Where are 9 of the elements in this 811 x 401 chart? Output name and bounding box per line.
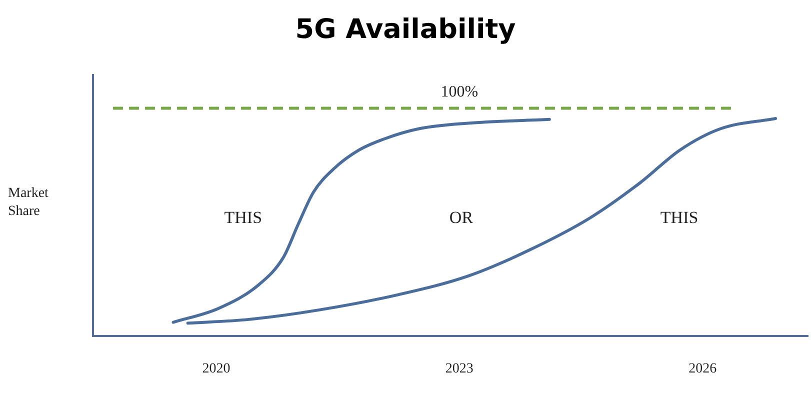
annotation: 100% [440,84,478,101]
annotation: THIS [224,208,262,228]
y-axis-title: Market Share [8,185,50,221]
annotation: THIS [660,208,698,228]
x-tick-label: 2023 [445,361,474,376]
annotation: OR [449,208,474,228]
x-tick-label: 2020 [202,361,230,376]
chart-title: 5G Availability [294,14,517,45]
x-tick-label: 2026 [688,361,717,376]
